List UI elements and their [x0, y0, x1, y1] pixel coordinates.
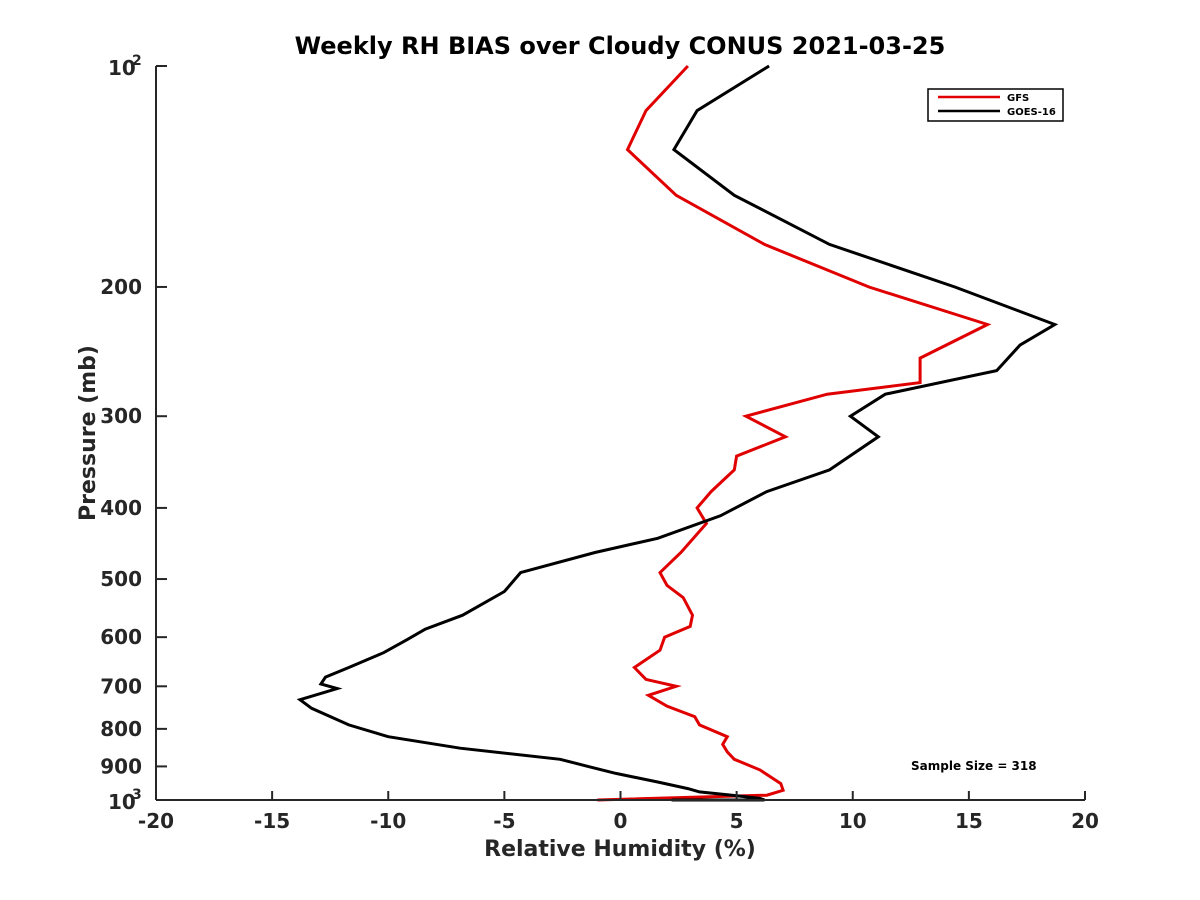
y-tick-label: 500: [100, 567, 142, 591]
x-tick-label: -15: [254, 809, 290, 833]
sample-size-annotation: Sample Size = 318: [911, 759, 1037, 773]
y-tick-label: 200: [100, 275, 142, 299]
y-tick-label: 900: [100, 754, 142, 778]
chart-title: Weekly RH BIAS over Cloudy CONUS 2021-03…: [295, 32, 946, 60]
x-tick-label: 10: [839, 809, 867, 833]
y-tick-label: 800: [100, 717, 142, 741]
y-tick-label: 600: [100, 625, 142, 649]
series-line-gfs: [597, 64, 992, 802]
legend-label-goes16: GOES-16: [1007, 107, 1056, 118]
axes-layer: -20 -15 -10 -5 0 5 10 15 20102200300400500600700…: [100, 53, 1099, 833]
legend-label-gfs: GFS: [1007, 93, 1029, 104]
x-axis-label: Relative Humidity (%): [484, 837, 756, 862]
y-tick-label: 10: [108, 790, 136, 814]
y-axis-label: Pressure (mb): [76, 345, 101, 521]
y-tick-label: 400: [100, 496, 142, 520]
x-tick-label: 15: [955, 809, 983, 833]
y-tick-exponent: 3: [132, 787, 142, 803]
y-tick-label: 300: [100, 404, 142, 428]
series-line-goes-16: [296, 64, 1059, 802]
y-tick-label: 10: [108, 56, 136, 80]
x-tick-label: 0: [614, 809, 628, 833]
series-layer: [296, 64, 1059, 802]
x-tick-label: -5: [493, 809, 515, 833]
x-tick-label: -20: [138, 809, 174, 833]
legend-box: [927, 88, 1064, 122]
legend: GFS GOES-16: [927, 88, 1064, 122]
x-tick-label: 20: [1071, 809, 1099, 833]
y-tick-exponent: 2: [132, 53, 142, 69]
y-tick-label: 700: [100, 674, 142, 698]
x-tick-label: 5: [730, 809, 744, 833]
x-tick-label: -10: [370, 809, 406, 833]
